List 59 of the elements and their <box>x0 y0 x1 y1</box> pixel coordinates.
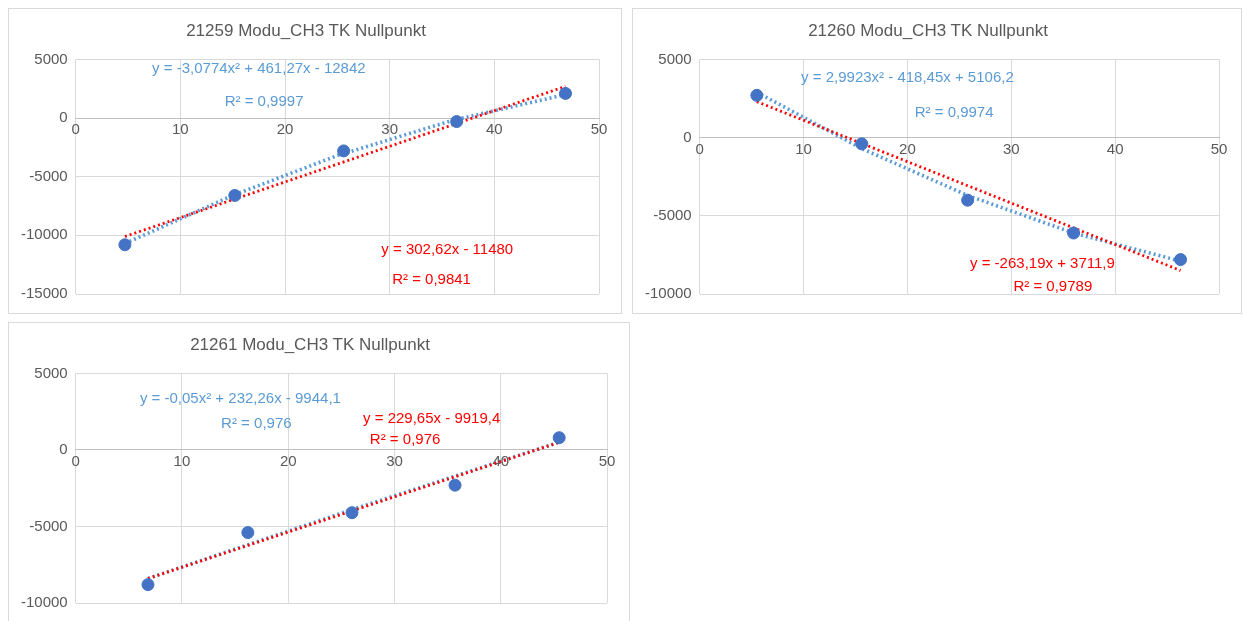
y-tick-label: -10000 <box>20 593 68 611</box>
annotation: R² = 0,976 <box>221 414 292 432</box>
x-tick-label: 0 <box>71 452 80 470</box>
y-tick-label: -5000 <box>29 516 68 534</box>
y-tick-label: -15000 <box>20 284 68 302</box>
point <box>961 193 975 207</box>
point <box>1067 226 1081 240</box>
annotation: y = 229,65x - 9919,4 <box>363 409 501 427</box>
x-tick-label: 10 <box>173 452 191 470</box>
annotation: R² = 0,9789 <box>1013 277 1093 295</box>
annotation: y = -3,0774x² + 461,27x - 12842 <box>152 58 366 76</box>
point <box>228 188 242 202</box>
point <box>337 144 351 158</box>
point <box>552 431 566 445</box>
point <box>141 578 155 592</box>
x-tick-label: 0 <box>71 120 80 138</box>
point <box>1174 253 1188 267</box>
point <box>448 478 462 492</box>
point <box>855 137 869 151</box>
annotation: y = 302,62x - 11480 <box>381 239 514 257</box>
x-tick-label: 50 <box>590 120 608 138</box>
x-tick-label: 30 <box>381 120 399 138</box>
y-tick-label: 5000 <box>34 363 68 381</box>
y-tick-label: 5000 <box>658 49 692 67</box>
x-tick-label: 10 <box>795 139 812 157</box>
x-tick-label: 20 <box>276 120 294 138</box>
annotation: R² = 0,9997 <box>224 91 304 109</box>
annotation: R² = 0,9841 <box>392 270 471 288</box>
chart-title: 21261 Modu_CH3 TK Nullpunkt <box>190 334 431 354</box>
y-tick-label: 5000 <box>34 49 68 67</box>
annotation: R² = 0,976 <box>369 430 441 448</box>
point <box>750 88 764 102</box>
annotation: y = 2,9923x² - 418,45x + 5106,2 <box>801 68 1014 86</box>
point <box>118 238 132 252</box>
y-tick-label: -5000 <box>29 166 68 184</box>
x-tick-label: 20 <box>899 139 916 157</box>
x-tick-label: 20 <box>279 452 297 470</box>
chart-title: 21259 Modu_CH3 TK Nullpunkt <box>186 20 427 40</box>
x-tick-label: 30 <box>386 452 403 470</box>
point <box>241 526 255 540</box>
y-tick-label: 0 <box>59 108 68 126</box>
x-tick-label: 40 <box>1106 139 1124 157</box>
x-tick-label: 0 <box>695 139 704 157</box>
point <box>559 86 573 100</box>
annotation: R² = 0,9974 <box>914 103 994 121</box>
y-tick-label: -10000 <box>644 284 692 302</box>
annotation: y = -263,19x + 3711,9 <box>970 253 1115 271</box>
x-tick-label: 30 <box>1002 139 1020 157</box>
y-tick-label: -5000 <box>653 205 692 223</box>
x-tick-label: 50 <box>598 452 616 470</box>
x-tick-label: 50 <box>1210 139 1228 157</box>
x-tick-label: 40 <box>486 120 503 138</box>
x-tick-label: 10 <box>172 120 189 138</box>
y-tick-label: -10000 <box>20 225 68 243</box>
point <box>345 506 359 520</box>
point <box>450 115 464 129</box>
y-tick-label: 0 <box>59 440 68 458</box>
chart-title: 21260 Modu_CH3 TK Nullpunkt <box>808 20 1049 40</box>
annotation: y = -0,05x² + 232,26x - 9944,1 <box>139 388 341 406</box>
